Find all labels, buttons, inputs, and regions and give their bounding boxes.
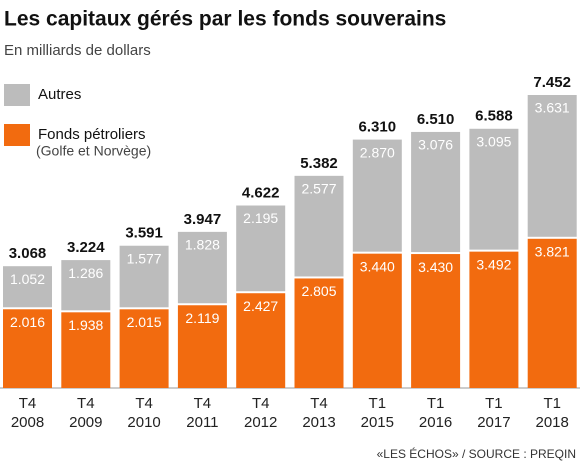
legend-swatch bbox=[4, 84, 30, 106]
total-label: 6.588 bbox=[475, 108, 513, 125]
x-tick-label: 2011 bbox=[186, 414, 218, 431]
value-label: 1.828 bbox=[185, 237, 220, 253]
value-label: 3.440 bbox=[360, 258, 395, 274]
total-label: 3.591 bbox=[125, 225, 163, 242]
value-label: 1.052 bbox=[10, 271, 45, 287]
x-tick-label: T4 bbox=[252, 395, 270, 412]
bar-segment bbox=[469, 128, 519, 250]
x-tick-label: T1 bbox=[543, 395, 561, 412]
legend-label: Autres bbox=[38, 86, 81, 103]
x-tick-label: 2013 bbox=[302, 414, 335, 431]
x-tick-label: T1 bbox=[485, 395, 503, 412]
bar-segment bbox=[527, 95, 577, 237]
value-label: 2.805 bbox=[301, 283, 336, 299]
bar-segment bbox=[177, 305, 227, 388]
x-tick-label: T4 bbox=[194, 395, 212, 412]
x-tick-label: 2017 bbox=[477, 414, 510, 431]
total-label: 7.452 bbox=[533, 74, 571, 91]
x-tick-label: T4 bbox=[135, 395, 153, 412]
bar-segment bbox=[3, 309, 52, 388]
bar-segment bbox=[469, 251, 519, 388]
value-label: 3.430 bbox=[418, 259, 453, 275]
bar-segment bbox=[352, 139, 402, 252]
total-label: 5.382 bbox=[300, 155, 338, 172]
legend-label: Fonds pétroliers bbox=[38, 126, 146, 143]
value-label: 2.119 bbox=[185, 310, 219, 326]
total-label: 6.510 bbox=[417, 111, 455, 128]
source: «LES ÉCHOS» / SOURCE : PREQIN bbox=[377, 446, 576, 461]
bar-segment bbox=[61, 312, 111, 388]
legend-note: (Golfe et Norvège) bbox=[36, 143, 151, 159]
value-label: 3.492 bbox=[476, 256, 511, 272]
value-label: 2.016 bbox=[10, 314, 45, 330]
chart-title: Les capitaux gérés par les fonds souvera… bbox=[4, 8, 446, 31]
x-tick-label: 2010 bbox=[127, 414, 160, 431]
bar-segment bbox=[119, 245, 169, 308]
x-tick-label: T4 bbox=[19, 395, 37, 412]
bar-segment bbox=[411, 131, 461, 253]
x-tick-label: T1 bbox=[427, 395, 445, 412]
x-tick-label: 2018 bbox=[536, 414, 569, 431]
value-label: 3.095 bbox=[476, 133, 511, 149]
bar-segment bbox=[61, 260, 111, 311]
value-label: 1.286 bbox=[68, 265, 103, 281]
total-label: 3.947 bbox=[184, 211, 222, 228]
x-tick-label: 2008 bbox=[11, 414, 44, 431]
total-label: 6.310 bbox=[359, 119, 397, 136]
bar-segment bbox=[236, 293, 286, 388]
value-label: 2.870 bbox=[360, 144, 395, 160]
legend-swatch bbox=[4, 124, 30, 146]
total-label: 3.068 bbox=[9, 245, 47, 262]
bar-segment bbox=[177, 231, 227, 304]
x-tick-label: T4 bbox=[77, 395, 95, 412]
bar-segment bbox=[411, 254, 461, 388]
bar-segment bbox=[119, 309, 169, 388]
bar-segment bbox=[352, 253, 402, 388]
value-label: 3.631 bbox=[535, 100, 570, 116]
x-tick-label: 2012 bbox=[244, 414, 277, 431]
total-label: 3.224 bbox=[67, 239, 105, 256]
value-label: 2.577 bbox=[301, 181, 336, 197]
bar-segment bbox=[3, 266, 52, 308]
value-label: 2.195 bbox=[243, 210, 278, 226]
x-tick-label: 2009 bbox=[69, 414, 102, 431]
x-tick-label: T4 bbox=[310, 395, 328, 412]
subtitle: En milliards de dollars bbox=[4, 42, 151, 59]
x-tick-label: 2015 bbox=[361, 414, 394, 431]
value-label: 3.076 bbox=[418, 137, 453, 153]
bar-segment bbox=[294, 278, 344, 388]
value-label: 1.938 bbox=[68, 317, 103, 333]
x-tick-label: 2016 bbox=[419, 414, 452, 431]
bar-segment bbox=[236, 205, 286, 292]
bar-segment bbox=[294, 175, 344, 277]
value-label: 3.821 bbox=[535, 243, 570, 259]
value-label: 2.015 bbox=[127, 314, 162, 330]
x-tick-label: T1 bbox=[369, 395, 387, 412]
bar-segment bbox=[527, 238, 577, 388]
value-label: 2.427 bbox=[243, 298, 278, 314]
value-label: 1.577 bbox=[127, 250, 162, 266]
total-label: 4.622 bbox=[242, 184, 280, 201]
